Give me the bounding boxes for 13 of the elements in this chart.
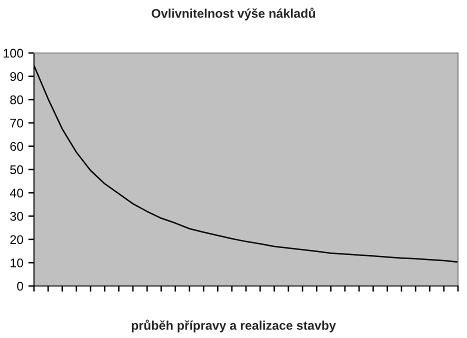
y-tick-label: 50	[10, 165, 24, 174]
y-tick-label: 90	[10, 72, 24, 81]
y-tick-label: 40	[10, 188, 24, 198]
y-tick-label: 20	[10, 235, 24, 244]
y-tick-label: 80	[10, 95, 24, 104]
y-tick-label: 0	[17, 282, 24, 291]
y-tick-label: 70	[10, 118, 24, 128]
y-tick-label: 30	[10, 212, 24, 221]
chart-title: Ovlivnitelnost výše nákladů	[152, 8, 316, 20]
y-tick-label: 10	[10, 258, 24, 268]
y-tick-label: 60	[10, 142, 24, 151]
x-axis-title: průběh přípravy a realizace stavby	[132, 320, 336, 332]
y-tick-label: 100	[4, 48, 24, 58]
